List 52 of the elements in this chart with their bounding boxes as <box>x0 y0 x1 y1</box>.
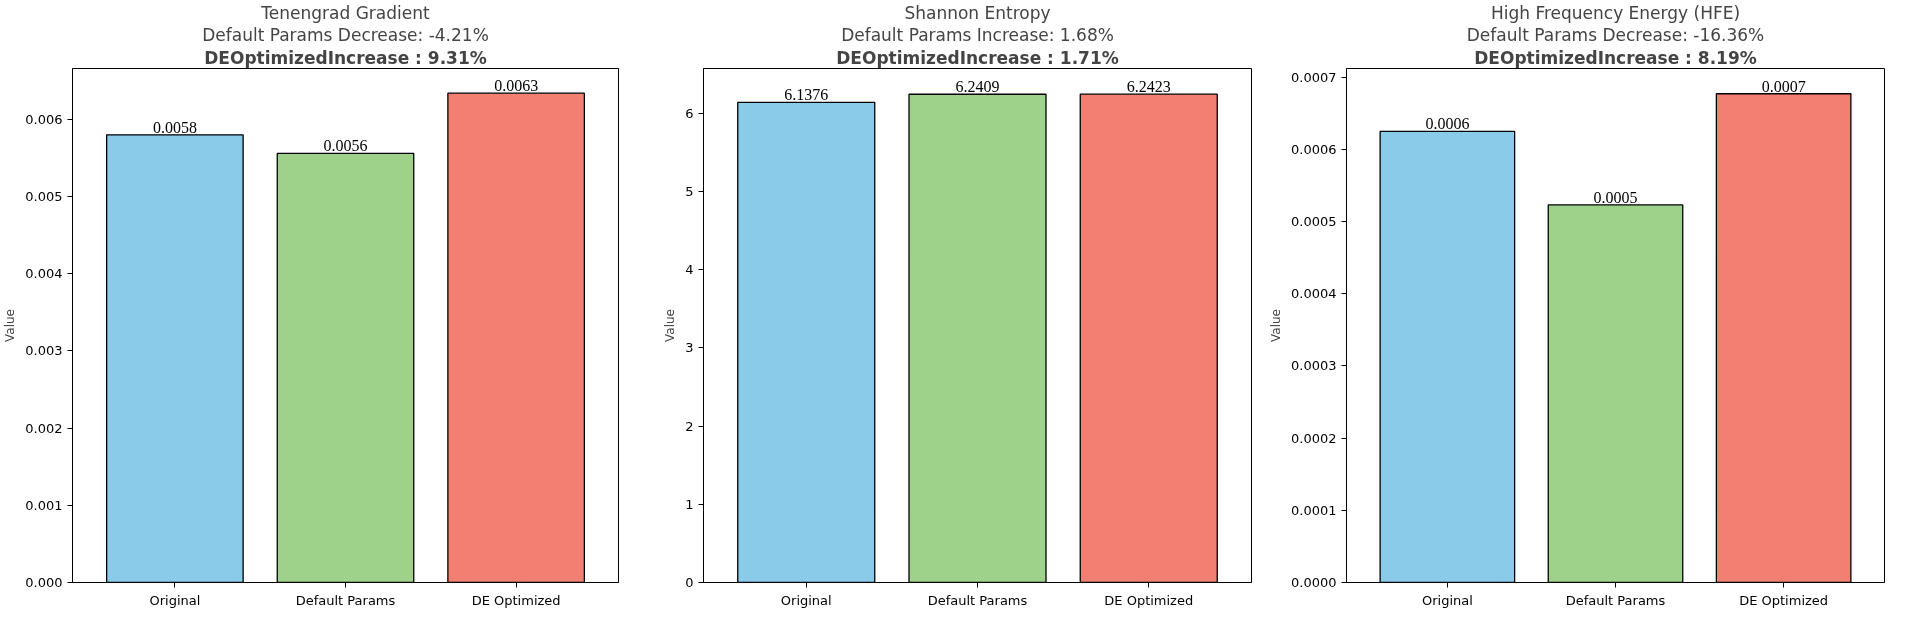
chart-subtitle: Default Params Increase: 1.68% <box>841 24 1114 45</box>
x-tick-label: Original <box>780 592 832 608</box>
chart-title: Shannon Entropy <box>904 2 1051 23</box>
y-tick-label: 0.002 <box>25 420 63 436</box>
y-tick-label: 0.003 <box>25 343 63 359</box>
chart-title: Tenengrad Gradient <box>260 2 431 23</box>
y-tick-label: 1 <box>685 496 694 512</box>
y-axis-title: Value <box>1269 309 1284 342</box>
y-tick-label: 0.0007 <box>1291 69 1337 85</box>
x-tick-label: DE Optimized <box>471 592 561 608</box>
x-tick-label: Default Params <box>927 592 1028 608</box>
y-tick-label: 0.004 <box>25 266 63 282</box>
y-tick-label: 6 <box>685 105 694 121</box>
y-axis-title: Value <box>3 309 18 342</box>
data-label: 6.2423 <box>1126 78 1171 96</box>
y-tick-label: 0.001 <box>25 497 63 513</box>
y-tick-label: 3 <box>685 340 694 356</box>
data-label: 0.0006 <box>1425 115 1470 133</box>
text: DEOptimizedIncrease : 1.71% <box>836 47 1119 68</box>
y-tick-label: 0.0002 <box>1291 430 1337 446</box>
y-tick-label: 4 <box>685 262 694 278</box>
y-tick-label: 5 <box>685 183 694 199</box>
x-tick-label: Original <box>1421 592 1473 608</box>
y-tick-label: 2 <box>685 418 694 434</box>
y-tick-label: 0.005 <box>25 189 63 205</box>
chart-subtitle: Default Params Decrease: -4.21% <box>202 24 489 45</box>
y-tick-label: 0.000 <box>25 575 63 590</box>
x-tick-label: DE Optimized <box>1739 592 1829 608</box>
y-tick-label: 0.0003 <box>1291 358 1337 374</box>
y-tick-label: 0.0006 <box>1291 141 1337 157</box>
y-tick-label: 0.0000 <box>1291 575 1337 590</box>
data-label: 0.0058 <box>152 118 197 136</box>
x-tick-label: DE Optimized <box>1104 592 1194 608</box>
data-label: 6.2409 <box>955 78 1000 96</box>
data-label: 6.1376 <box>784 86 829 104</box>
text: DEOptimizedIncrease : 8.19% <box>1474 47 1757 68</box>
chart-title: High Frequency Energy (HFE) <box>1490 2 1741 23</box>
y-tick-label: 0.0004 <box>1291 286 1337 302</box>
x-tick-label: Default Params <box>295 592 396 608</box>
text: DEOptimizedIncrease : 9.31% <box>204 47 487 68</box>
y-tick-label: 0.0005 <box>1291 214 1337 230</box>
data-label: 0.0056 <box>323 137 368 155</box>
x-tick-label: Default Params <box>1565 592 1666 608</box>
x-tick-label: Original <box>149 592 201 608</box>
y-tick-label: 0.0001 <box>1291 502 1337 518</box>
data-label: 0.0007 <box>1761 77 1806 95</box>
chart-subtitle: Default Params Decrease: -16.36% <box>1466 24 1765 45</box>
data-label: 0.0005 <box>1593 188 1638 206</box>
y-tick-label: 0.006 <box>25 111 63 127</box>
y-tick-label: 0 <box>685 575 694 590</box>
y-axis-title: Value <box>663 309 678 342</box>
data-label: 0.0063 <box>494 77 539 95</box>
